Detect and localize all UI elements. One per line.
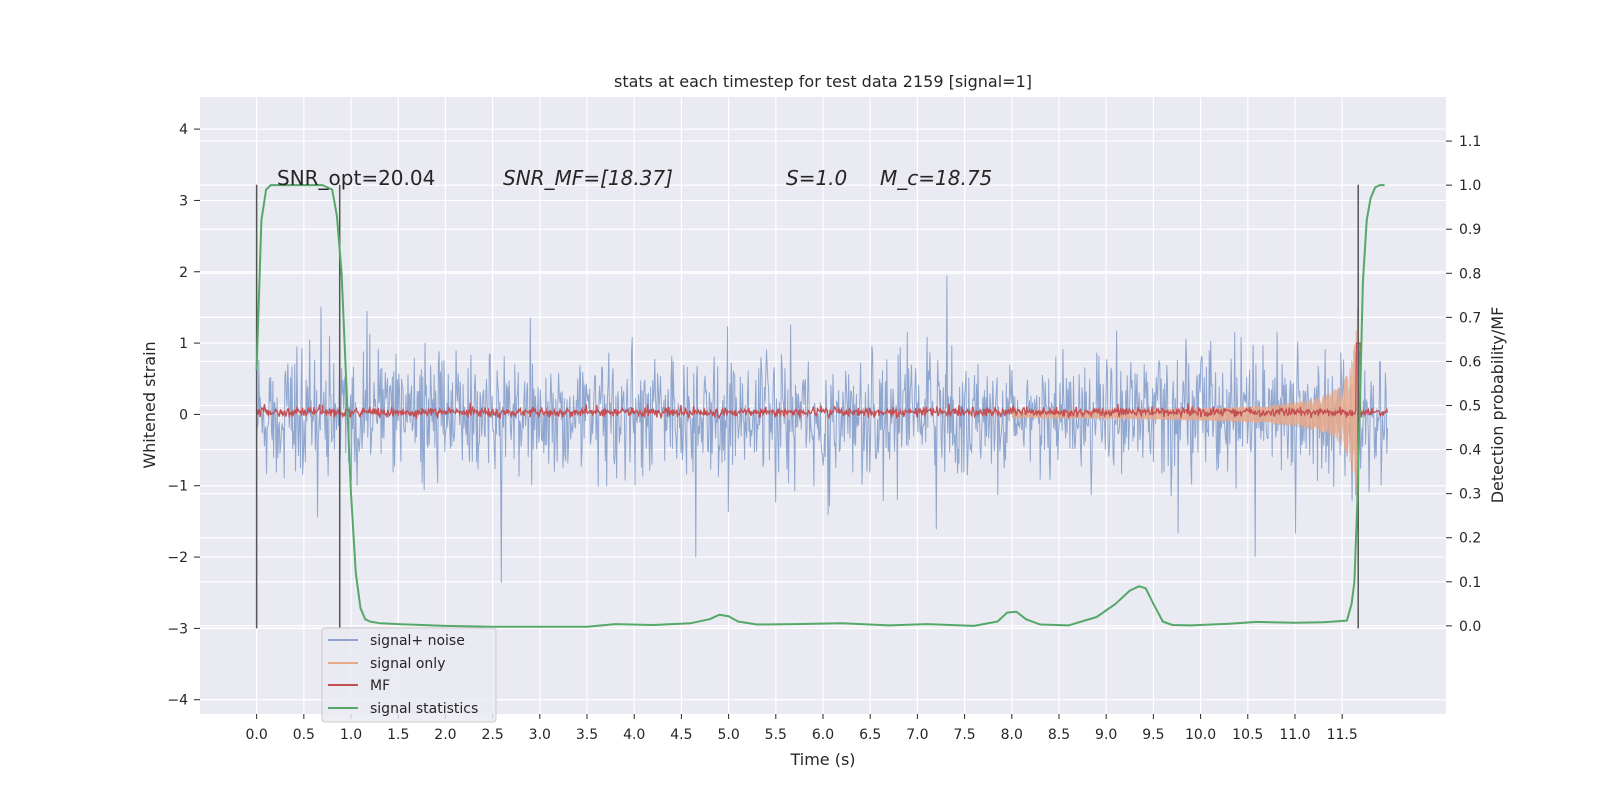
x-axis-label: Time (s) (789, 750, 855, 769)
x-tick-label: 8.0 (1001, 727, 1023, 743)
x-tick-label: 10.5 (1232, 727, 1263, 743)
annotation-snr-mf: SNR_MF=[18.37] (503, 166, 673, 190)
y-tick-label: 2 (179, 265, 188, 281)
signal-noise-trace (256, 275, 1388, 583)
y-tick-label: 4 (179, 122, 188, 138)
x-tick-label: 11.0 (1279, 727, 1310, 743)
y-right-tick-label: 0.6 (1459, 354, 1481, 370)
legend-label-signal-noise: signal+ noise (370, 633, 465, 649)
x-tick-label: 7.0 (906, 727, 928, 743)
x-tick-label: 5.5 (765, 727, 787, 743)
x-tick-label: 5.0 (717, 727, 739, 743)
y-right-tick-label: 1.1 (1459, 134, 1481, 150)
x-tick-label: 2.0 (434, 727, 456, 743)
x-tick-label: 3.5 (576, 727, 598, 743)
mf-trace (255, 342, 1389, 421)
annotations: SNR_opt=20.04 SNR_MF=[18.37] S=1.0 M_c=1… (277, 166, 992, 190)
x-tick-label: 4.5 (670, 727, 692, 743)
x-tick-label: 10.0 (1185, 727, 1216, 743)
legend-label-signal-only: signal only (370, 656, 445, 672)
legend-label-statistics: signal statistics (370, 701, 478, 717)
x-tick-label: 2.5 (481, 727, 503, 743)
x-tick-label: 0.5 (293, 727, 315, 743)
x-tick-label: 11.5 (1327, 727, 1358, 743)
y-right-tick-label: 0.9 (1459, 222, 1481, 238)
y-tick-label: 1 (179, 336, 188, 352)
y-right-tick-label: 0.7 (1459, 310, 1481, 326)
x-tick-label: 8.5 (1048, 727, 1070, 743)
legend-label-mf: MF (370, 678, 390, 694)
legend: signal+ noise signal only MF signal stat… (321, 627, 497, 723)
y-axis-label: Whitened strain (140, 341, 159, 468)
x-tick-label: 4.0 (623, 727, 645, 743)
x-tick-label: 9.0 (1095, 727, 1117, 743)
y-tick-label: 3 (179, 193, 188, 209)
y-right-tick-label: 0.2 (1459, 531, 1481, 547)
x-tick-label: 0.0 (246, 727, 268, 743)
traces (255, 184, 1389, 629)
x-tick-label: 7.5 (953, 727, 975, 743)
y-tick-label: −2 (167, 550, 188, 566)
x-tick-label: 1.5 (387, 727, 409, 743)
ticks: 0.0 0.5 1.0 1.5 2.0 2.5 3.0 3.5 4.0 4.5 5.0 5.5 6.0 6… (167, 122, 1481, 743)
y-right-tick-label: 0.5 (1459, 399, 1481, 415)
x-tick-label: 1.0 (340, 727, 362, 743)
y-tick-label: −3 (167, 621, 188, 637)
y-axis-right-label: Detection probability/MF (1488, 307, 1507, 504)
signal-statistics-trace (255, 184, 1385, 628)
x-tick-label: 6.5 (859, 727, 881, 743)
y-right-tick-label: 0.3 (1459, 487, 1481, 503)
y-tick-label: −1 (167, 479, 188, 495)
annotation-mc: M_c=18.75 (880, 166, 992, 190)
x-tick-label: 3.0 (529, 727, 551, 743)
legend-box (321, 627, 497, 723)
y-right-tick-label: 0.4 (1459, 443, 1481, 459)
y-tick-label: −4 (167, 693, 188, 709)
y-right-tick-label: 0.1 (1459, 575, 1481, 591)
chart-title: stats at each timestep for test data 215… (614, 72, 1032, 91)
x-tick-label: 6.0 (812, 727, 834, 743)
y-right-tick-label: 1.0 (1459, 178, 1481, 194)
y-right-tick-label: 0.0 (1459, 619, 1481, 635)
annotation-s: S=1.0 (786, 166, 847, 190)
annotation-snr-opt: SNR_opt=20.04 (277, 166, 435, 190)
y-right-tick-label: 0.8 (1459, 266, 1481, 282)
y-tick-label: 0 (179, 407, 188, 423)
x-tick-label: 9.5 (1142, 727, 1164, 743)
